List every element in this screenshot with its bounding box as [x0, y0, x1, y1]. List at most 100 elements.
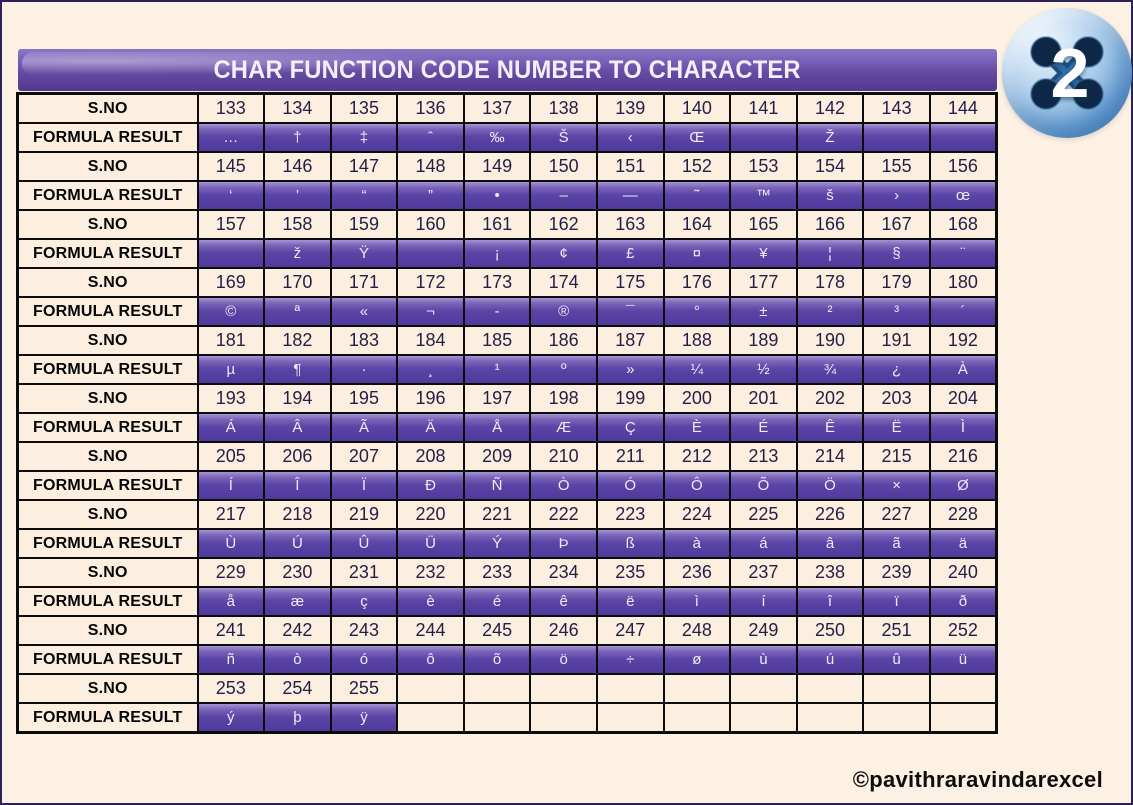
char-cell: æ [263, 586, 332, 617]
sno-cell: 182 [263, 325, 332, 356]
empty-cell [795, 702, 865, 734]
char-cell: ‘ [196, 180, 266, 211]
sno-cell: 249 [729, 615, 798, 646]
sno-cell: 184 [396, 325, 465, 356]
char-cell: á [729, 528, 798, 559]
char-cell [196, 238, 266, 269]
sno-cell: 146 [263, 151, 332, 182]
sno-cell: 239 [862, 557, 931, 588]
sno-cell: 200 [662, 383, 732, 414]
sno-cell: 181 [196, 325, 266, 356]
sno-cell: 195 [329, 383, 399, 414]
char-cell: ‰ [462, 122, 532, 153]
char-cell: › [862, 180, 931, 211]
char-cell: ° [662, 296, 732, 327]
char-cell: - [462, 296, 532, 327]
row-label-sno: S.NO [16, 441, 199, 472]
char-cell: ü [928, 644, 998, 675]
char-cell: ç [329, 586, 399, 617]
row-label-sno: S.NO [16, 92, 199, 124]
footer-credit: ©pavithraravindarexcel [852, 767, 1103, 792]
char-cell: ¯ [595, 296, 665, 327]
char-cell: ‡ [329, 122, 399, 153]
row-label-sno: S.NO [16, 267, 199, 298]
sno-cell: 230 [263, 557, 332, 588]
row-label-sno: S.NO [16, 673, 199, 704]
char-cell: Ä [396, 412, 465, 443]
char-cell: å [196, 586, 266, 617]
char-cell: ± [729, 296, 798, 327]
char-cell: ¨ [928, 238, 998, 269]
char-cell: õ [462, 644, 532, 675]
char-cell: ã [862, 528, 931, 559]
char-cell: È [662, 412, 732, 443]
char-cell: » [595, 354, 665, 385]
char-cell: Ê [795, 412, 865, 443]
char-cell: ¼ [662, 354, 732, 385]
empty-cell [662, 702, 732, 734]
sno-cell: 141 [729, 92, 798, 124]
char-cell [729, 122, 798, 153]
empty-cell [396, 702, 465, 734]
row-label-formula: FORMULA RESULT [16, 122, 199, 153]
row-label-sno: S.NO [16, 383, 199, 414]
char-cell: Ü [396, 528, 465, 559]
sno-cell: 159 [329, 209, 399, 240]
char-cell: Ô [662, 470, 732, 501]
char-cell: Š [529, 122, 598, 153]
char-cell: ð [928, 586, 998, 617]
sno-cell: 204 [928, 383, 998, 414]
sno-cell: 238 [795, 557, 865, 588]
row-label-formula: FORMULA RESULT [16, 296, 199, 327]
sno-cell [396, 673, 465, 704]
row-label-sno: S.NO [16, 151, 199, 182]
char-cell: ÷ [595, 644, 665, 675]
sno-cell: 251 [862, 615, 931, 646]
char-cell: ä [928, 528, 998, 559]
sno-cell: 227 [862, 499, 931, 530]
sno-row: S.NO 229 230 231 232 233 234 235 236 237 238 239 240 [16, 557, 998, 588]
char-cell: Å [462, 412, 532, 443]
char-cell: Ó [595, 470, 665, 501]
char-cell: ¦ [795, 238, 865, 269]
row-label-sno: S.NO [16, 557, 199, 588]
char-cell: ¶ [263, 354, 332, 385]
sno-cell: 157 [196, 209, 266, 240]
sno-cell: 172 [396, 267, 465, 298]
sno-cell: 133 [196, 92, 266, 124]
sno-row: S.NO 241 242 243 244 245 246 247 248 249 250 251 252 [16, 615, 998, 646]
char-cell: Î [263, 470, 332, 501]
sno-cell: 212 [662, 441, 732, 472]
empty-cell [862, 702, 931, 734]
char-cell: – [529, 180, 598, 211]
sno-cell: 142 [795, 92, 865, 124]
char-cell: â [795, 528, 865, 559]
formula-row: FORMULA RESULT ñ ò ó ô õ ö ÷ ø ù ú û ü [16, 644, 998, 675]
sno-cell: 145 [196, 151, 266, 182]
sno-cell: 147 [329, 151, 399, 182]
char-cell: Ž [795, 122, 865, 153]
char-cell: Ò [529, 470, 598, 501]
char-cell: † [263, 122, 332, 153]
char-cell: ø [662, 644, 732, 675]
sno-cell: 201 [729, 383, 798, 414]
formula-row: FORMULA RESULT Á Â Ã Ä Å Æ Ç È É Ê Ë Ì [16, 412, 998, 443]
sno-cell: 165 [729, 209, 798, 240]
sno-cell: 177 [729, 267, 798, 298]
char-cell [862, 122, 931, 153]
char-cell: é [462, 586, 532, 617]
sno-cell: 160 [396, 209, 465, 240]
empty-cell [462, 702, 532, 734]
sno-cell: 174 [529, 267, 598, 298]
char-cell: ÿ [329, 702, 399, 734]
header-band: CHAR FUNCTION CODE NUMBER TO CHARACTER [18, 49, 997, 91]
char-cell: Æ [529, 412, 598, 443]
sno-cell: 207 [329, 441, 399, 472]
char-cell: § [862, 238, 931, 269]
char-cell: Ã [329, 412, 399, 443]
char-cell: ž [263, 238, 332, 269]
formula-row: FORMULA RESULT ý þ ÿ [16, 702, 998, 734]
char-cell: ¥ [729, 238, 798, 269]
row-label-sno: S.NO [16, 615, 199, 646]
sno-cell: 254 [263, 673, 332, 704]
